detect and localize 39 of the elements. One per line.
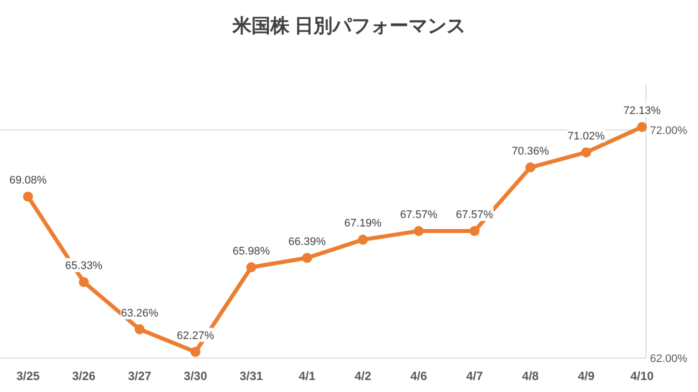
- x-tick-label: 3/31: [240, 369, 264, 383]
- point: [637, 122, 647, 132]
- data-label: 72.13%: [623, 105, 661, 118]
- data-label: 66.39%: [288, 236, 326, 248]
- point: [414, 226, 424, 236]
- point: [358, 234, 368, 245]
- data-label: 62.27%: [176, 330, 214, 342]
- data-label: 67.57%: [456, 209, 494, 222]
- x-tick-label: 4/9: [578, 369, 595, 383]
- x-tick-label: 4/1: [298, 369, 316, 383]
- data-label: 65.33%: [65, 260, 103, 272]
- point: [525, 162, 536, 172]
- point: [190, 346, 200, 357]
- x-tick-label: 4/10: [630, 369, 654, 383]
- y-tick-label: 62.00%: [650, 353, 688, 365]
- point: [581, 147, 592, 158]
- x-tick-label: 3/30: [184, 369, 208, 383]
- y-tick-label: 72.00%: [650, 125, 688, 137]
- chart-title: 米国株 日別パフォーマンス: [231, 15, 466, 37]
- x-tick-label: 4/6: [410, 369, 428, 383]
- data-label: 63.26%: [120, 307, 159, 320]
- x-tick-label: 3/25: [16, 369, 40, 383]
- data-label: 67.57%: [400, 209, 438, 222]
- point: [134, 324, 145, 334]
- x-tick-label: 4/7: [466, 369, 484, 383]
- x-tick-label: 3/27: [128, 369, 152, 383]
- x-tick-label: 3/26: [72, 369, 96, 383]
- data-label: 65.98%: [232, 245, 270, 258]
- point: [470, 226, 480, 236]
- data-label: 70.36%: [512, 145, 550, 158]
- point: [78, 277, 89, 288]
- point: [23, 192, 33, 202]
- data-label: 69.08%: [9, 174, 47, 187]
- data-label: 67.19%: [344, 218, 382, 230]
- x-tick-label: 4/8: [522, 369, 540, 383]
- point: [302, 252, 312, 263]
- data-label: 71.02%: [568, 130, 606, 142]
- x-tick-label: 4/2: [354, 369, 372, 383]
- point: [246, 262, 256, 272]
